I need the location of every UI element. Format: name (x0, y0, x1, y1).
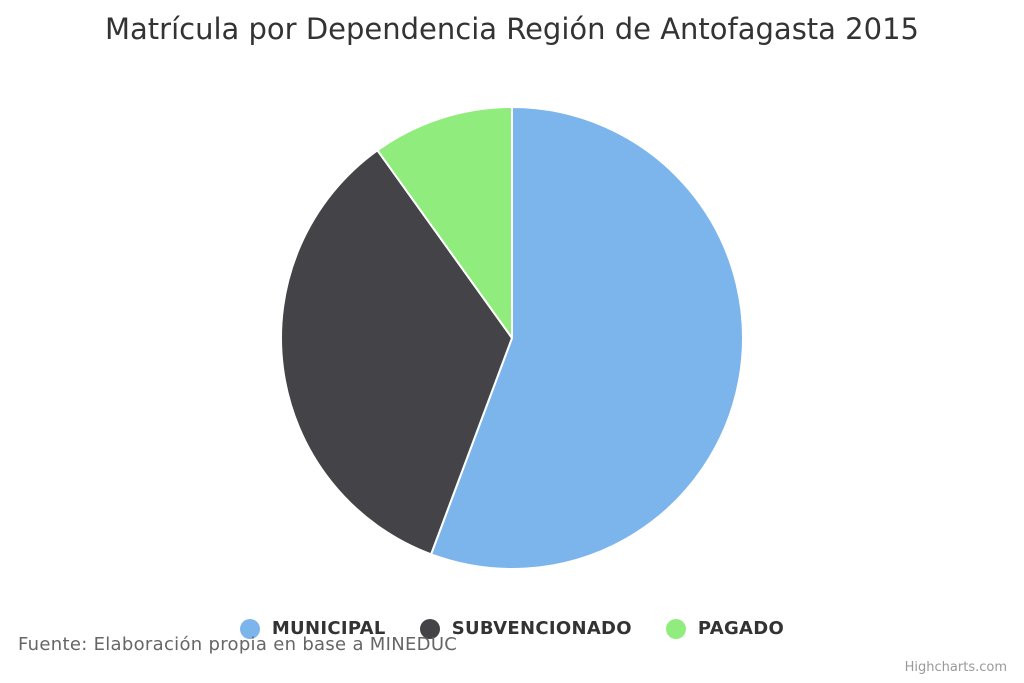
legend-dot-municipal (239, 618, 260, 639)
source-note: Fuente: Elaboración propia en base a MIN… (18, 634, 458, 655)
pie-slice-municipal[interactable] (430, 106, 744, 570)
chart-title: Matrícula por Dependencia Región de Anto… (105, 12, 919, 46)
legend-label-pagado: PAGADO (697, 618, 785, 639)
legend-dot-pagado (665, 618, 686, 639)
pie-slice-pagado[interactable] (376, 106, 513, 339)
legend-dot-subvencionado (419, 618, 440, 639)
credits-link[interactable]: Highcharts.com (904, 660, 1007, 675)
legend-label-subvencionado: SUBVENCIONADO (451, 618, 632, 639)
legend-label-municipal: MUNICIPAL (271, 618, 386, 639)
pie-slice-subvencionado[interactable] (280, 149, 513, 556)
pie-slices (280, 106, 744, 570)
legend-item-municipal[interactable]: MUNICIPAL (239, 618, 386, 639)
legend: MUNICIPAL SUBVENCIONADO PAGADO (0, 618, 1024, 639)
legend-item-subvencionado[interactable]: SUBVENCIONADO (419, 618, 632, 639)
legend-item-pagado[interactable]: PAGADO (665, 618, 785, 639)
